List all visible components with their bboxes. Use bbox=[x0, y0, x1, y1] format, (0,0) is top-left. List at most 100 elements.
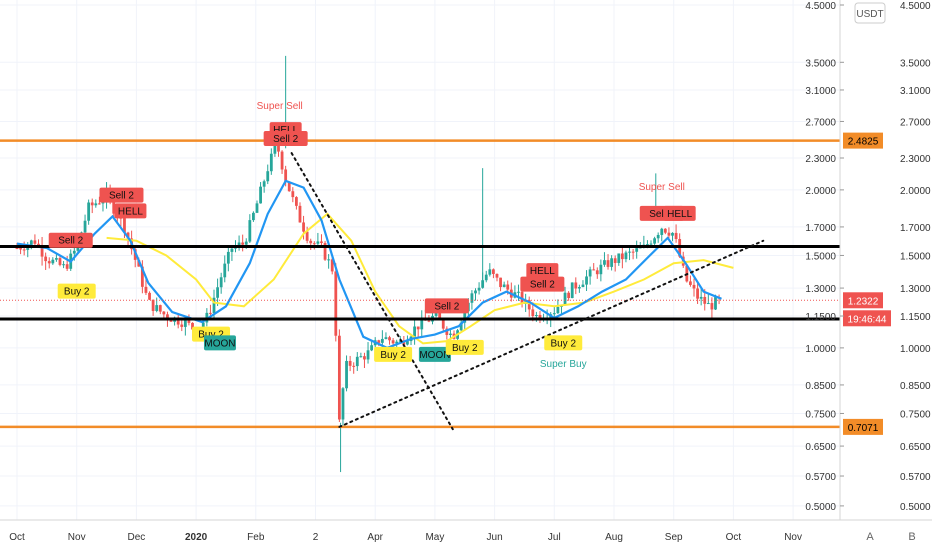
signal-badge bbox=[520, 276, 565, 292]
candle-body bbox=[488, 269, 492, 275]
y-tick-label-left: 1.5000 bbox=[805, 251, 836, 262]
x-tick-label: Jul bbox=[548, 532, 561, 543]
candle-body bbox=[327, 259, 331, 261]
candle-body bbox=[577, 287, 581, 289]
candle-body bbox=[484, 274, 488, 281]
candle-body bbox=[209, 312, 212, 314]
y-tick-label-right: 3.1000 bbox=[900, 86, 931, 97]
currency-label: USDT bbox=[854, 2, 886, 24]
candle-body bbox=[714, 297, 717, 310]
candle-body bbox=[169, 319, 173, 322]
y-tick-label-right: 0.7500 bbox=[900, 409, 931, 420]
y-tick-label-left: 0.6500 bbox=[805, 442, 836, 453]
candle-body bbox=[656, 234, 660, 239]
signal-label: MOON bbox=[204, 338, 235, 349]
y-tick-label-left: 1.3000 bbox=[805, 284, 836, 295]
candle-body bbox=[692, 284, 696, 289]
candle-body bbox=[581, 284, 585, 288]
candle-body bbox=[427, 320, 431, 322]
candle-body bbox=[187, 320, 191, 323]
signal-label: Buy 2 bbox=[452, 343, 478, 354]
candle-body bbox=[434, 312, 438, 316]
candle-body bbox=[499, 277, 502, 288]
candle-body bbox=[201, 322, 205, 329]
signal-label: Buy 2 bbox=[64, 287, 90, 298]
level-price-tag bbox=[843, 418, 883, 435]
candle-body bbox=[330, 259, 334, 272]
x-tick-label: Sep bbox=[665, 532, 683, 543]
candle-body bbox=[72, 250, 76, 254]
candle-body bbox=[395, 341, 399, 344]
y-tick-label-right: 2.0000 bbox=[900, 186, 931, 197]
y-tick-label-right: 2.7000 bbox=[900, 117, 931, 128]
y-tick-label-right: 1.1500 bbox=[900, 312, 931, 323]
candle-body bbox=[19, 248, 22, 250]
candle-body bbox=[413, 326, 417, 337]
candle-body bbox=[352, 365, 356, 367]
candle-body bbox=[388, 337, 391, 341]
candle-body bbox=[617, 253, 621, 263]
candle-body bbox=[592, 269, 596, 271]
trendlines bbox=[290, 152, 765, 431]
candle-body bbox=[302, 222, 305, 232]
y-tick-label-right: 1.5000 bbox=[900, 251, 931, 262]
candle-body bbox=[538, 314, 542, 320]
y-tick-label-left: 2.0000 bbox=[805, 186, 836, 197]
candle-body bbox=[527, 300, 531, 310]
candle-body bbox=[416, 326, 420, 330]
candle-body bbox=[269, 153, 273, 172]
signal-label: Buy 2 bbox=[550, 338, 576, 349]
moving-averages bbox=[16, 179, 734, 350]
signal-badge bbox=[663, 205, 696, 221]
signal-badge bbox=[57, 283, 96, 299]
signal-badge bbox=[374, 346, 413, 362]
y-tick-label-left: 0.5700 bbox=[805, 472, 836, 483]
candle-body bbox=[252, 212, 255, 221]
candle-body bbox=[674, 232, 678, 240]
y-tick-label-right: 0.5000 bbox=[900, 502, 931, 513]
y-tick-label-left: 4.5000 bbox=[805, 1, 836, 12]
candle-body bbox=[696, 288, 699, 299]
candle-body bbox=[667, 232, 671, 236]
candle-body bbox=[180, 324, 184, 327]
signal-label: HELL bbox=[667, 209, 692, 220]
price-axis-right: 4.5000 3.5000 3.1000 2.7000 2.3000 2.0000 1.70… bbox=[840, 1, 931, 513]
candle-body bbox=[226, 251, 230, 264]
candle-body bbox=[449, 333, 452, 335]
x-tick-label: Nov bbox=[68, 532, 86, 543]
auto-scale-button[interactable]: A bbox=[866, 531, 874, 543]
level-price-label: 0.7071 bbox=[848, 423, 879, 434]
candle-body bbox=[94, 203, 98, 206]
candle-body bbox=[47, 261, 51, 264]
candle-body bbox=[155, 305, 159, 311]
x-tick-label: Oct bbox=[726, 532, 742, 543]
x-tick-label: Jun bbox=[487, 532, 503, 543]
y-tick-label-right: 0.6500 bbox=[900, 442, 931, 453]
candle-body bbox=[298, 205, 302, 223]
y-tick-label-right: 3.5000 bbox=[900, 58, 931, 69]
candle-body bbox=[534, 314, 538, 317]
candle-body bbox=[158, 305, 162, 312]
candle-body bbox=[689, 281, 692, 285]
signal-label: HELL bbox=[530, 266, 555, 277]
candle-body bbox=[441, 319, 445, 329]
scale-buttons: A B bbox=[866, 531, 915, 543]
y-tick-label-left: 3.1000 bbox=[805, 86, 836, 97]
candle-body bbox=[495, 273, 499, 278]
candle-body bbox=[216, 287, 219, 298]
candle-body bbox=[83, 220, 87, 233]
candle-body bbox=[212, 297, 216, 314]
candle-body bbox=[305, 231, 309, 241]
candle-body bbox=[309, 240, 313, 244]
candle-body bbox=[262, 181, 266, 187]
candle-body bbox=[492, 269, 495, 274]
candle-body bbox=[241, 242, 245, 245]
candle-body bbox=[506, 284, 510, 290]
candle-body bbox=[148, 292, 151, 300]
log-scale-button[interactable]: B bbox=[908, 531, 915, 543]
signal-label: HELL bbox=[273, 125, 298, 136]
signal-badge bbox=[445, 339, 484, 355]
y-tick-label-left: 0.8500 bbox=[805, 381, 836, 392]
signal-label: Sell 2 bbox=[434, 301, 459, 312]
candle-body bbox=[359, 356, 363, 358]
